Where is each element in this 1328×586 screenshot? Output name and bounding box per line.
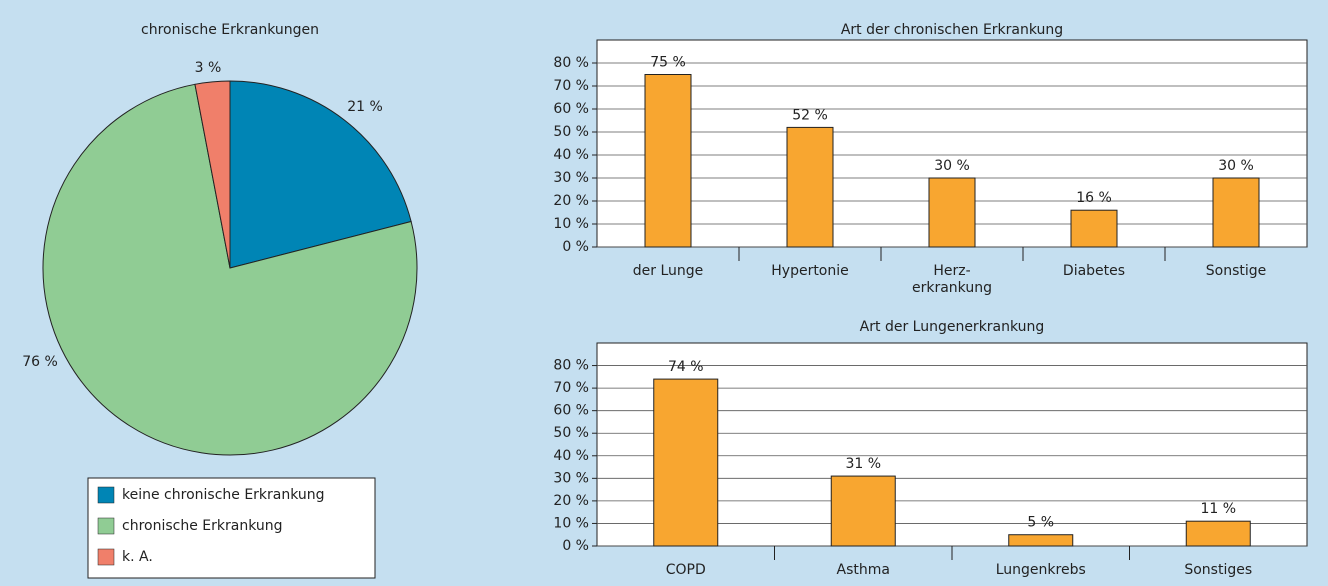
y-tick-label: 70 %: [553, 78, 589, 94]
bar: [1008, 534, 1074, 547]
y-tick-label: 50 %: [553, 124, 589, 140]
y-tick-label: 0 %: [562, 239, 589, 255]
y-tick-label: 50 %: [553, 425, 589, 441]
slice-label: 21 %: [347, 99, 383, 115]
y-tick-label: 0 %: [562, 538, 589, 554]
bar: [653, 378, 719, 547]
chart-title: Art der chronischen Erkrankung: [841, 22, 1063, 38]
legend-label: k. A.: [122, 549, 153, 565]
x-tick-label: Hypertonie: [771, 263, 849, 279]
bar: [928, 177, 976, 248]
y-tick-label: 10 %: [553, 515, 589, 531]
x-tick-label: der Lunge: [633, 263, 704, 279]
bar: [830, 475, 896, 547]
x-tick-label: COPD: [666, 562, 706, 578]
x-tick-label: Asthma: [837, 562, 890, 578]
value-label: 75 %: [650, 55, 686, 71]
value-label: 74 %: [668, 359, 704, 375]
value-label: 30 %: [934, 158, 970, 174]
value-label: 31 %: [845, 456, 881, 472]
y-tick-label: 30 %: [553, 470, 589, 486]
y-tick-label: 20 %: [553, 493, 589, 509]
legend-swatch: [97, 486, 115, 504]
y-tick-label: 70 %: [553, 380, 589, 396]
bar: [1185, 520, 1251, 547]
y-tick-label: 60 %: [553, 101, 589, 117]
chart-title: Art der Lungenerkrankung: [860, 319, 1045, 335]
value-label: 30 %: [1218, 158, 1254, 174]
pie-slice: [229, 80, 412, 269]
value-label: 52 %: [792, 107, 828, 123]
value-label: 5 %: [1027, 515, 1054, 531]
y-tick-label: 40 %: [553, 448, 589, 464]
y-tick-label: 80 %: [553, 55, 589, 71]
legend-swatch: [97, 517, 115, 535]
y-tick-label: 10 %: [553, 216, 589, 232]
legend-swatch: [97, 548, 115, 566]
y-tick-label: 40 %: [553, 147, 589, 163]
x-tick-label: Diabetes: [1063, 263, 1125, 279]
bar: [786, 126, 834, 248]
bar: [1070, 209, 1118, 248]
legend-box: [87, 477, 376, 579]
value-label: 16 %: [1076, 190, 1112, 206]
y-tick-label: 20 %: [553, 193, 589, 209]
legend-label: keine chronische Erkrankung: [122, 487, 325, 503]
value-label: 11 %: [1200, 501, 1236, 517]
bar: [1212, 177, 1260, 248]
legend-label: chronische Erkrankung: [122, 518, 283, 534]
slice-label: 76 %: [22, 354, 58, 370]
x-tick-label: Sonstiges: [1184, 562, 1252, 578]
y-tick-label: 30 %: [553, 170, 589, 186]
bar: [644, 74, 692, 248]
slice-label: 3 %: [195, 60, 222, 76]
y-tick-label: 80 %: [553, 358, 589, 374]
pie-slice: [42, 83, 418, 456]
x-tick-label: Lungenkrebs: [996, 562, 1086, 578]
y-tick-label: 60 %: [553, 403, 589, 419]
chart-title: chronische Erkrankungen: [141, 22, 319, 38]
x-tick-label: Sonstige: [1206, 263, 1267, 279]
pie-slice: [194, 80, 231, 269]
x-tick-label: Herz-erkrankung: [912, 263, 992, 296]
